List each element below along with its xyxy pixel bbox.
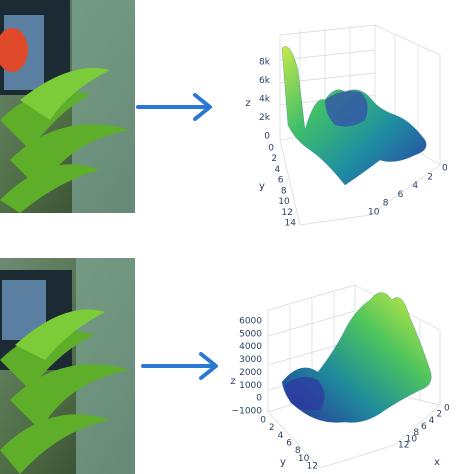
- z-tick-label: 0: [256, 394, 262, 404]
- x-tick-label: 2: [427, 172, 433, 182]
- z-tick-label: 6k: [259, 76, 271, 86]
- x-tick-label: 0: [442, 164, 448, 174]
- y-axis-label: y: [259, 181, 265, 192]
- y-tick-label: 2: [269, 423, 275, 433]
- y-tick-label: 10: [278, 197, 290, 207]
- z-axis-label: z: [230, 376, 235, 387]
- x-tick-label: 8: [383, 199, 389, 209]
- x-tick-label: 12: [398, 441, 409, 451]
- z-tick-label: 4k: [259, 95, 271, 105]
- y-tick-label: 12: [307, 462, 318, 472]
- z-tick-label: 1000: [239, 381, 262, 391]
- y-tick-label: 10: [298, 454, 310, 464]
- z-tick-label: 4000: [239, 342, 262, 352]
- y-tick-label: 2: [271, 154, 277, 164]
- photo-bottom: [0, 258, 135, 474]
- z-axis-label: z: [245, 98, 250, 109]
- z-tick-label: 2k: [259, 113, 271, 123]
- z-tick-label: −1000: [232, 407, 263, 417]
- y-tick-label: 8: [295, 446, 301, 456]
- z-tick-label: 2000: [239, 368, 262, 378]
- x-tick-label: 4: [429, 416, 435, 426]
- x-tick-label: 4: [412, 181, 418, 191]
- y-axis-label: y: [280, 457, 286, 468]
- x-tick-label: 6: [398, 190, 404, 200]
- y-tick-label: 8: [281, 186, 287, 196]
- x-tick-label: 10: [368, 208, 380, 218]
- x-tick-label: 6: [421, 422, 427, 432]
- z-tick-label: 3000: [239, 355, 262, 365]
- z-tick-label: 0: [264, 132, 270, 142]
- surface-top-detail: [325, 91, 368, 127]
- y-tick-label: 6: [278, 176, 284, 186]
- surface-bottom-detail: [285, 376, 325, 411]
- x-tick-label: 2: [436, 410, 442, 420]
- x-tick-label: 10: [406, 434, 418, 444]
- y-tick-label: 6: [286, 439, 292, 449]
- x-tick-label: 0: [444, 404, 450, 414]
- photo-top: [0, 0, 135, 213]
- arrow: [136, 93, 212, 121]
- z-tick-label: 8k: [259, 58, 271, 68]
- y-tick-label: 4: [275, 165, 281, 175]
- x-tick-label: 8: [413, 428, 419, 438]
- y-tick-label: 12: [281, 208, 292, 218]
- y-tick-label: 0: [260, 416, 266, 426]
- y-tick-label: 0: [268, 144, 274, 154]
- y-tick-label: 14: [285, 219, 297, 229]
- y-tick-label: 4: [278, 431, 284, 441]
- x-axis-label: x: [434, 457, 440, 468]
- z-tick-label: 5000: [239, 329, 262, 339]
- z-tick-label: 6000: [239, 317, 262, 327]
- arrow: [141, 352, 218, 380]
